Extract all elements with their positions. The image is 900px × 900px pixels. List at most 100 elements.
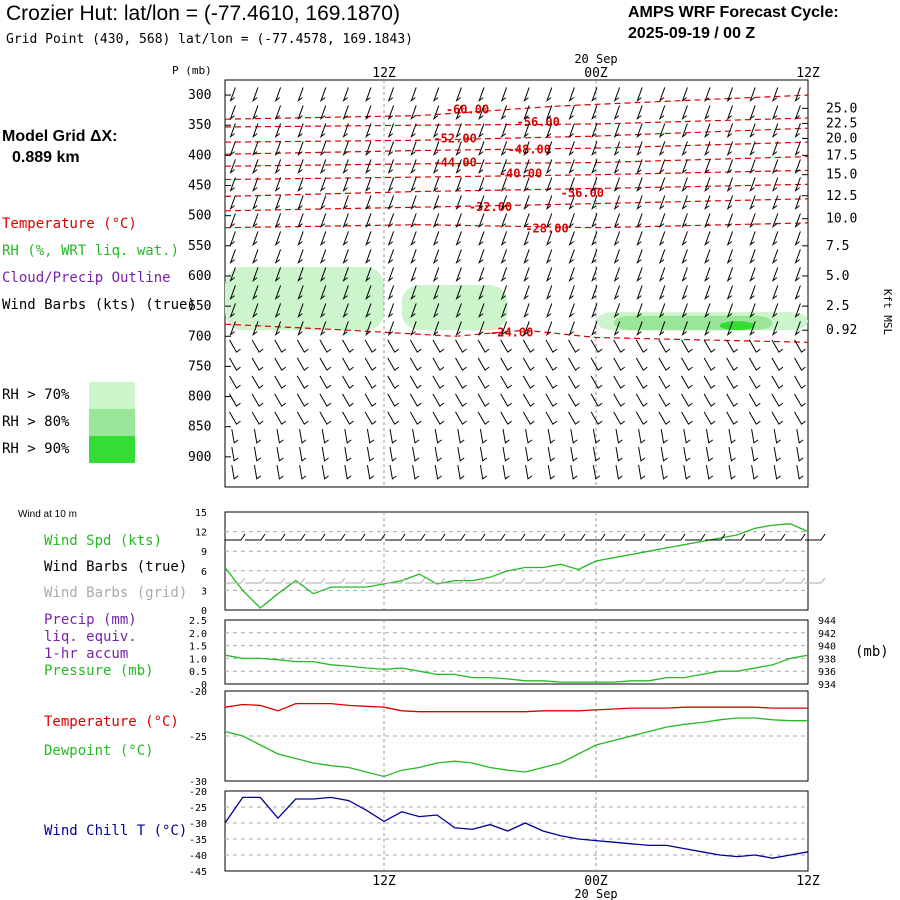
wind-barb xyxy=(636,105,643,121)
wind-barb xyxy=(613,231,621,247)
wind-barb xyxy=(455,411,467,425)
wind-barb-grid xyxy=(245,577,266,584)
wind-barb-grid xyxy=(725,577,746,584)
value-tick-label: -30 xyxy=(189,819,207,830)
wind-barb xyxy=(229,357,241,371)
wind-barb xyxy=(638,429,646,444)
height-tick-label: 5.0 xyxy=(826,269,849,284)
value-tick-label: -20 xyxy=(189,787,207,798)
wind-barb xyxy=(500,339,512,353)
wind-barb-true xyxy=(285,533,306,541)
wind-barb xyxy=(794,141,801,157)
legend-precip: Precip (mm) xyxy=(44,612,137,628)
wind-barb xyxy=(749,123,756,139)
wind-barb xyxy=(319,303,327,319)
wind-barb xyxy=(635,357,648,371)
wind-barb xyxy=(704,87,711,103)
wind-barb xyxy=(387,393,399,407)
wind-barb xyxy=(613,339,625,353)
wind-barb xyxy=(251,393,264,407)
wind-barb xyxy=(704,123,711,139)
wind-barb xyxy=(274,375,286,389)
wind-barb xyxy=(366,429,375,444)
wind-barb xyxy=(500,123,508,139)
wind-barb xyxy=(570,447,578,462)
wind-barb xyxy=(523,249,530,265)
wind-barb-field xyxy=(229,87,806,480)
wind-barb xyxy=(321,465,329,480)
wind-barb xyxy=(794,285,801,301)
wind-barb xyxy=(658,159,666,175)
wind-barb xyxy=(457,447,465,462)
height-axis-title: Kft MSL xyxy=(881,289,894,336)
wind-barb-grid xyxy=(525,577,546,584)
wind-barb xyxy=(479,429,488,444)
wind-barb xyxy=(455,195,462,211)
wind-barb xyxy=(660,429,668,444)
wind-barb xyxy=(794,249,801,265)
wind-barb xyxy=(478,213,485,229)
wind-barb xyxy=(409,357,422,371)
wind-barb xyxy=(455,321,462,337)
wind-barb xyxy=(615,465,623,480)
wind-barb xyxy=(274,285,282,301)
wind-barb-true xyxy=(245,533,266,541)
wind-barb xyxy=(274,321,282,337)
wind-barb xyxy=(410,105,417,121)
rh-region xyxy=(401,285,508,331)
wind-barb-grid xyxy=(365,577,386,584)
wind-barb xyxy=(297,249,304,265)
pressure-tick-label: 850 xyxy=(188,420,211,435)
wind-barb xyxy=(365,159,372,175)
wind-barb-true xyxy=(485,533,506,541)
wind-barb xyxy=(342,159,349,175)
wind-barb xyxy=(366,465,375,480)
wind-barb xyxy=(365,177,372,193)
wind-barb xyxy=(274,411,286,425)
wind-barb xyxy=(432,213,440,229)
wind-barb xyxy=(794,177,801,193)
wind-barb xyxy=(319,159,327,175)
wind-barb xyxy=(591,123,598,139)
wind-barb xyxy=(455,87,462,103)
wind-barb xyxy=(321,447,329,462)
wind-barb xyxy=(568,375,580,389)
wind-barb xyxy=(794,159,801,175)
wind-barb xyxy=(703,357,716,371)
wind-barb xyxy=(545,303,553,319)
wind-barb xyxy=(478,195,485,211)
wind-barb xyxy=(636,213,643,229)
wind-barb xyxy=(387,267,395,283)
wind-barb xyxy=(636,141,643,157)
wind-barb xyxy=(726,141,734,157)
wind-barbs-true xyxy=(225,533,826,541)
height-tick-label: 0.92 xyxy=(826,323,857,338)
wind-barb xyxy=(229,213,236,229)
pressure-line xyxy=(224,654,809,683)
wind-barb xyxy=(478,303,485,319)
wind-barb xyxy=(389,465,397,480)
wind-barb-true xyxy=(645,533,666,541)
wind-barb xyxy=(773,465,781,480)
wind-barb xyxy=(636,159,643,175)
wind-barb xyxy=(704,321,711,337)
wind-barb xyxy=(545,231,553,247)
wind-barb xyxy=(568,231,575,247)
wind-barb xyxy=(342,303,349,319)
panel-frame-1 xyxy=(224,511,809,611)
value-tick-label: 2.0 xyxy=(189,629,207,640)
wind-barb xyxy=(726,123,734,139)
time-tick-label-bottom: 12Z xyxy=(372,874,396,889)
wind-barb xyxy=(410,285,417,301)
wind-barb xyxy=(703,393,716,407)
wind-barb-grid xyxy=(445,577,466,584)
wind-barb xyxy=(613,141,621,157)
wind-barb xyxy=(522,357,535,371)
value-tick-label: -35 xyxy=(189,835,207,846)
wind-barb xyxy=(726,321,734,337)
wind-barb xyxy=(568,141,575,157)
wind-barb-grid xyxy=(265,577,286,584)
wind-barb xyxy=(387,357,399,371)
panel-frame-4 xyxy=(224,790,809,872)
wind-barb xyxy=(636,321,643,337)
